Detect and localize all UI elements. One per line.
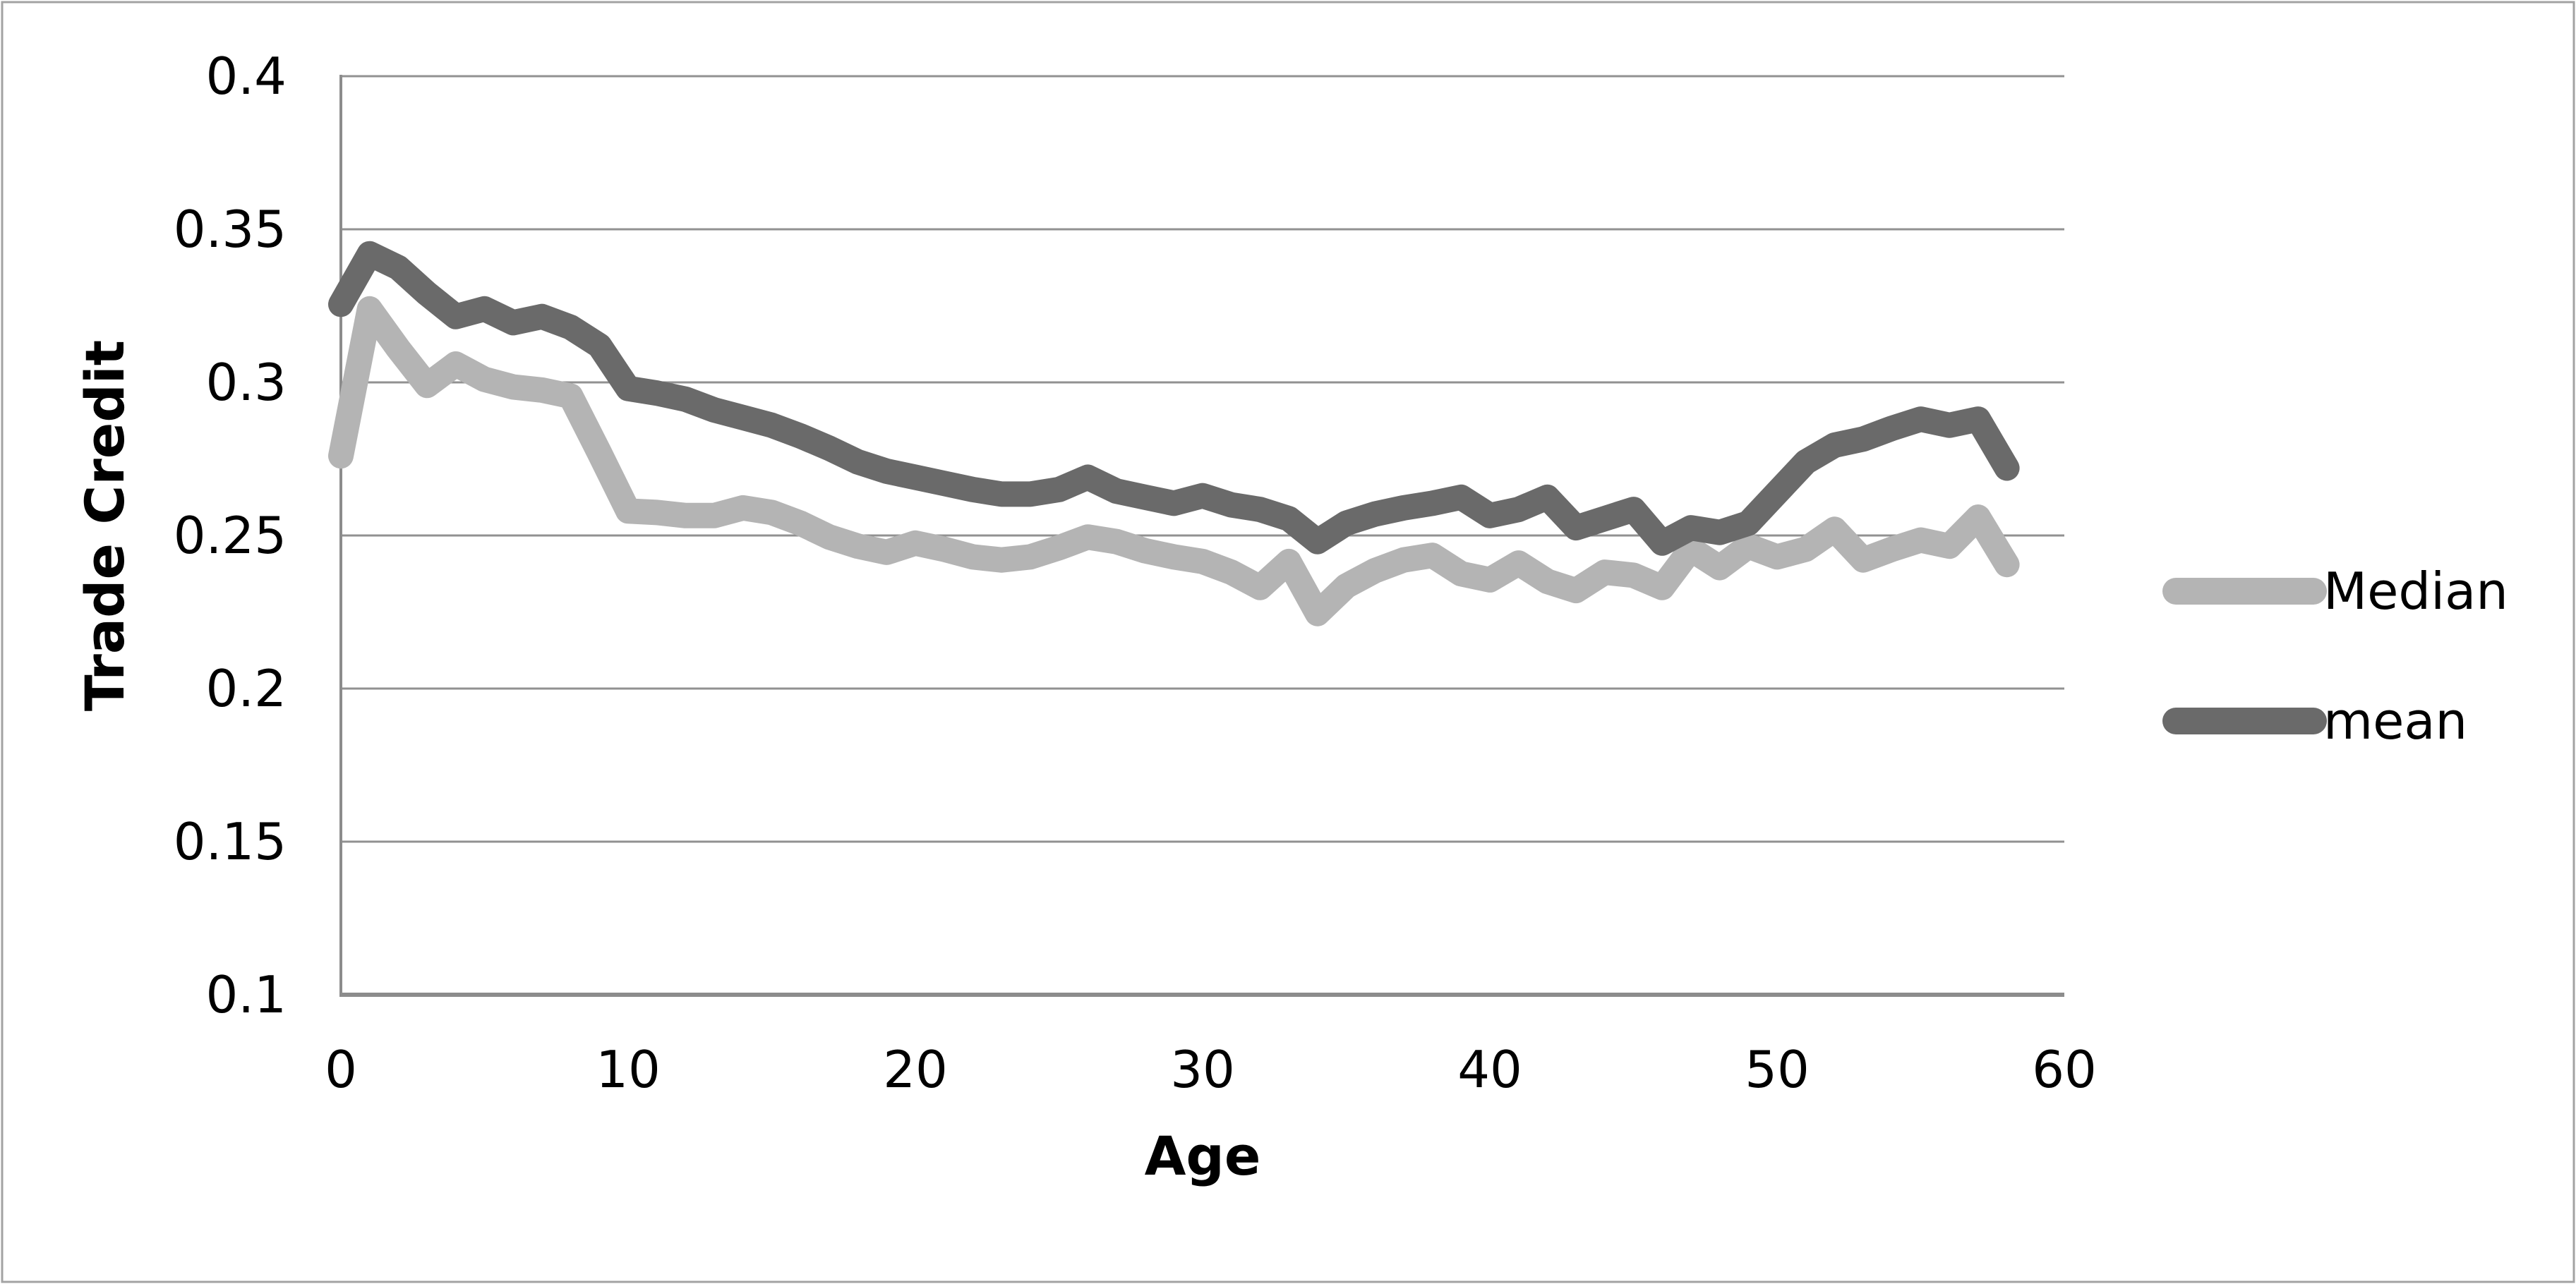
y-tick-label-0.15: 0.15 — [174, 812, 287, 871]
x-tick-label-0: 0 — [325, 1040, 357, 1099]
x-tick-labels: 0 10 20 30 40 50 60 — [325, 1040, 2097, 1099]
x-tick-label-50: 50 — [1745, 1040, 1810, 1099]
x-tick-label-10: 10 — [596, 1040, 661, 1099]
y-tick-label-0.25: 0.25 — [174, 506, 287, 565]
legend-label-mean: mean — [2323, 691, 2467, 751]
x-tick-label-60: 60 — [2032, 1040, 2097, 1099]
x-axis-title: Age — [1145, 1125, 1261, 1187]
series-lines — [328, 241, 2020, 626]
legend-label-median: Median — [2323, 562, 2508, 621]
y-tick-label-0.35: 0.35 — [174, 200, 287, 259]
axes — [339, 75, 2064, 997]
x-tick-label-40: 40 — [1457, 1040, 1522, 1099]
y-tick-label-0.2: 0.2 — [205, 659, 287, 718]
y-axis-title: Trade Credit — [73, 340, 136, 711]
series-line-mean — [328, 241, 2020, 556]
legend: Median mean — [2162, 562, 2508, 751]
y-tick-labels: 0.4 0.35 0.3 0.25 0.2 0.15 0.1 — [174, 47, 287, 1024]
y-tick-label-0.1: 0.1 — [205, 965, 287, 1024]
y-tick-label-0.4: 0.4 — [205, 47, 287, 106]
x-tick-label-20: 20 — [883, 1040, 948, 1099]
x-tick-label-30: 30 — [1170, 1040, 1235, 1099]
y-tick-label-0.3: 0.3 — [205, 353, 287, 412]
series-line-median — [328, 296, 2020, 626]
